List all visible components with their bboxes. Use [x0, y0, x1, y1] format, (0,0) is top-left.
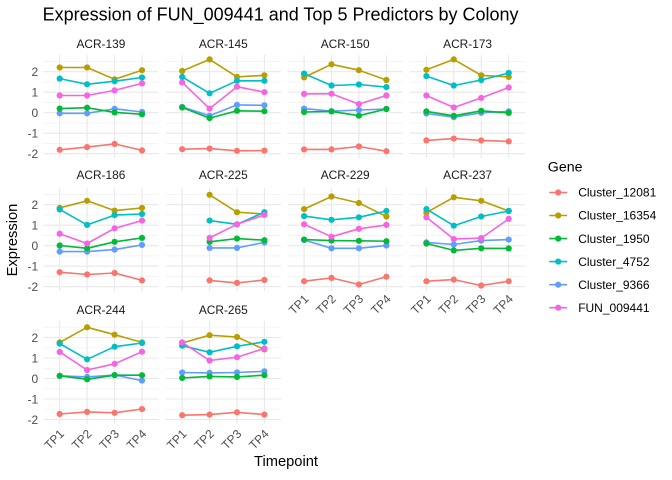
- svg-text:0: 0: [32, 239, 39, 253]
- svg-text:2: 2: [32, 198, 39, 212]
- svg-text:2: 2: [32, 331, 39, 345]
- svg-text:Gene: Gene: [548, 160, 583, 176]
- svg-text:Expression of FUN_009441 and T: Expression of FUN_009441 and Top 5 Predi…: [43, 5, 519, 26]
- svg-text:ACR-150: ACR-150: [321, 37, 370, 51]
- svg-text:ACR-145: ACR-145: [199, 37, 248, 51]
- svg-text:-1: -1: [28, 260, 39, 274]
- svg-text:ACR-244: ACR-244: [76, 303, 125, 317]
- svg-text:-1: -1: [28, 392, 39, 406]
- svg-text:Expression: Expression: [5, 204, 21, 277]
- svg-text:0: 0: [32, 372, 39, 386]
- svg-text:1: 1: [32, 351, 39, 365]
- svg-text:1: 1: [32, 219, 39, 233]
- svg-text:Cluster_16354: Cluster_16354: [578, 209, 656, 223]
- svg-text:ACR-225: ACR-225: [199, 168, 248, 182]
- svg-text:Cluster_4752: Cluster_4752: [578, 255, 650, 269]
- svg-text:Cluster_9366: Cluster_9366: [578, 278, 650, 292]
- svg-text:-1: -1: [28, 127, 39, 141]
- svg-text:2: 2: [32, 65, 39, 79]
- svg-text:ACR-139: ACR-139: [76, 37, 125, 51]
- svg-text:ACR-173: ACR-173: [443, 37, 492, 51]
- svg-text:1: 1: [32, 86, 39, 100]
- svg-text:ACR-265: ACR-265: [199, 303, 248, 317]
- svg-text:-2: -2: [28, 147, 39, 161]
- svg-text:Cluster_1950: Cluster_1950: [578, 232, 650, 246]
- svg-text:ACR-229: ACR-229: [321, 168, 370, 182]
- svg-text:ACR-237: ACR-237: [443, 168, 492, 182]
- svg-text:ACR-186: ACR-186: [76, 168, 125, 182]
- svg-text:Cluster_12081: Cluster_12081: [578, 186, 656, 200]
- svg-text:-2: -2: [28, 280, 39, 294]
- svg-text:0: 0: [32, 106, 39, 120]
- svg-text:-2: -2: [28, 413, 39, 427]
- svg-text:FUN_009441: FUN_009441: [578, 301, 650, 315]
- svg-text:Timepoint: Timepoint: [254, 454, 318, 470]
